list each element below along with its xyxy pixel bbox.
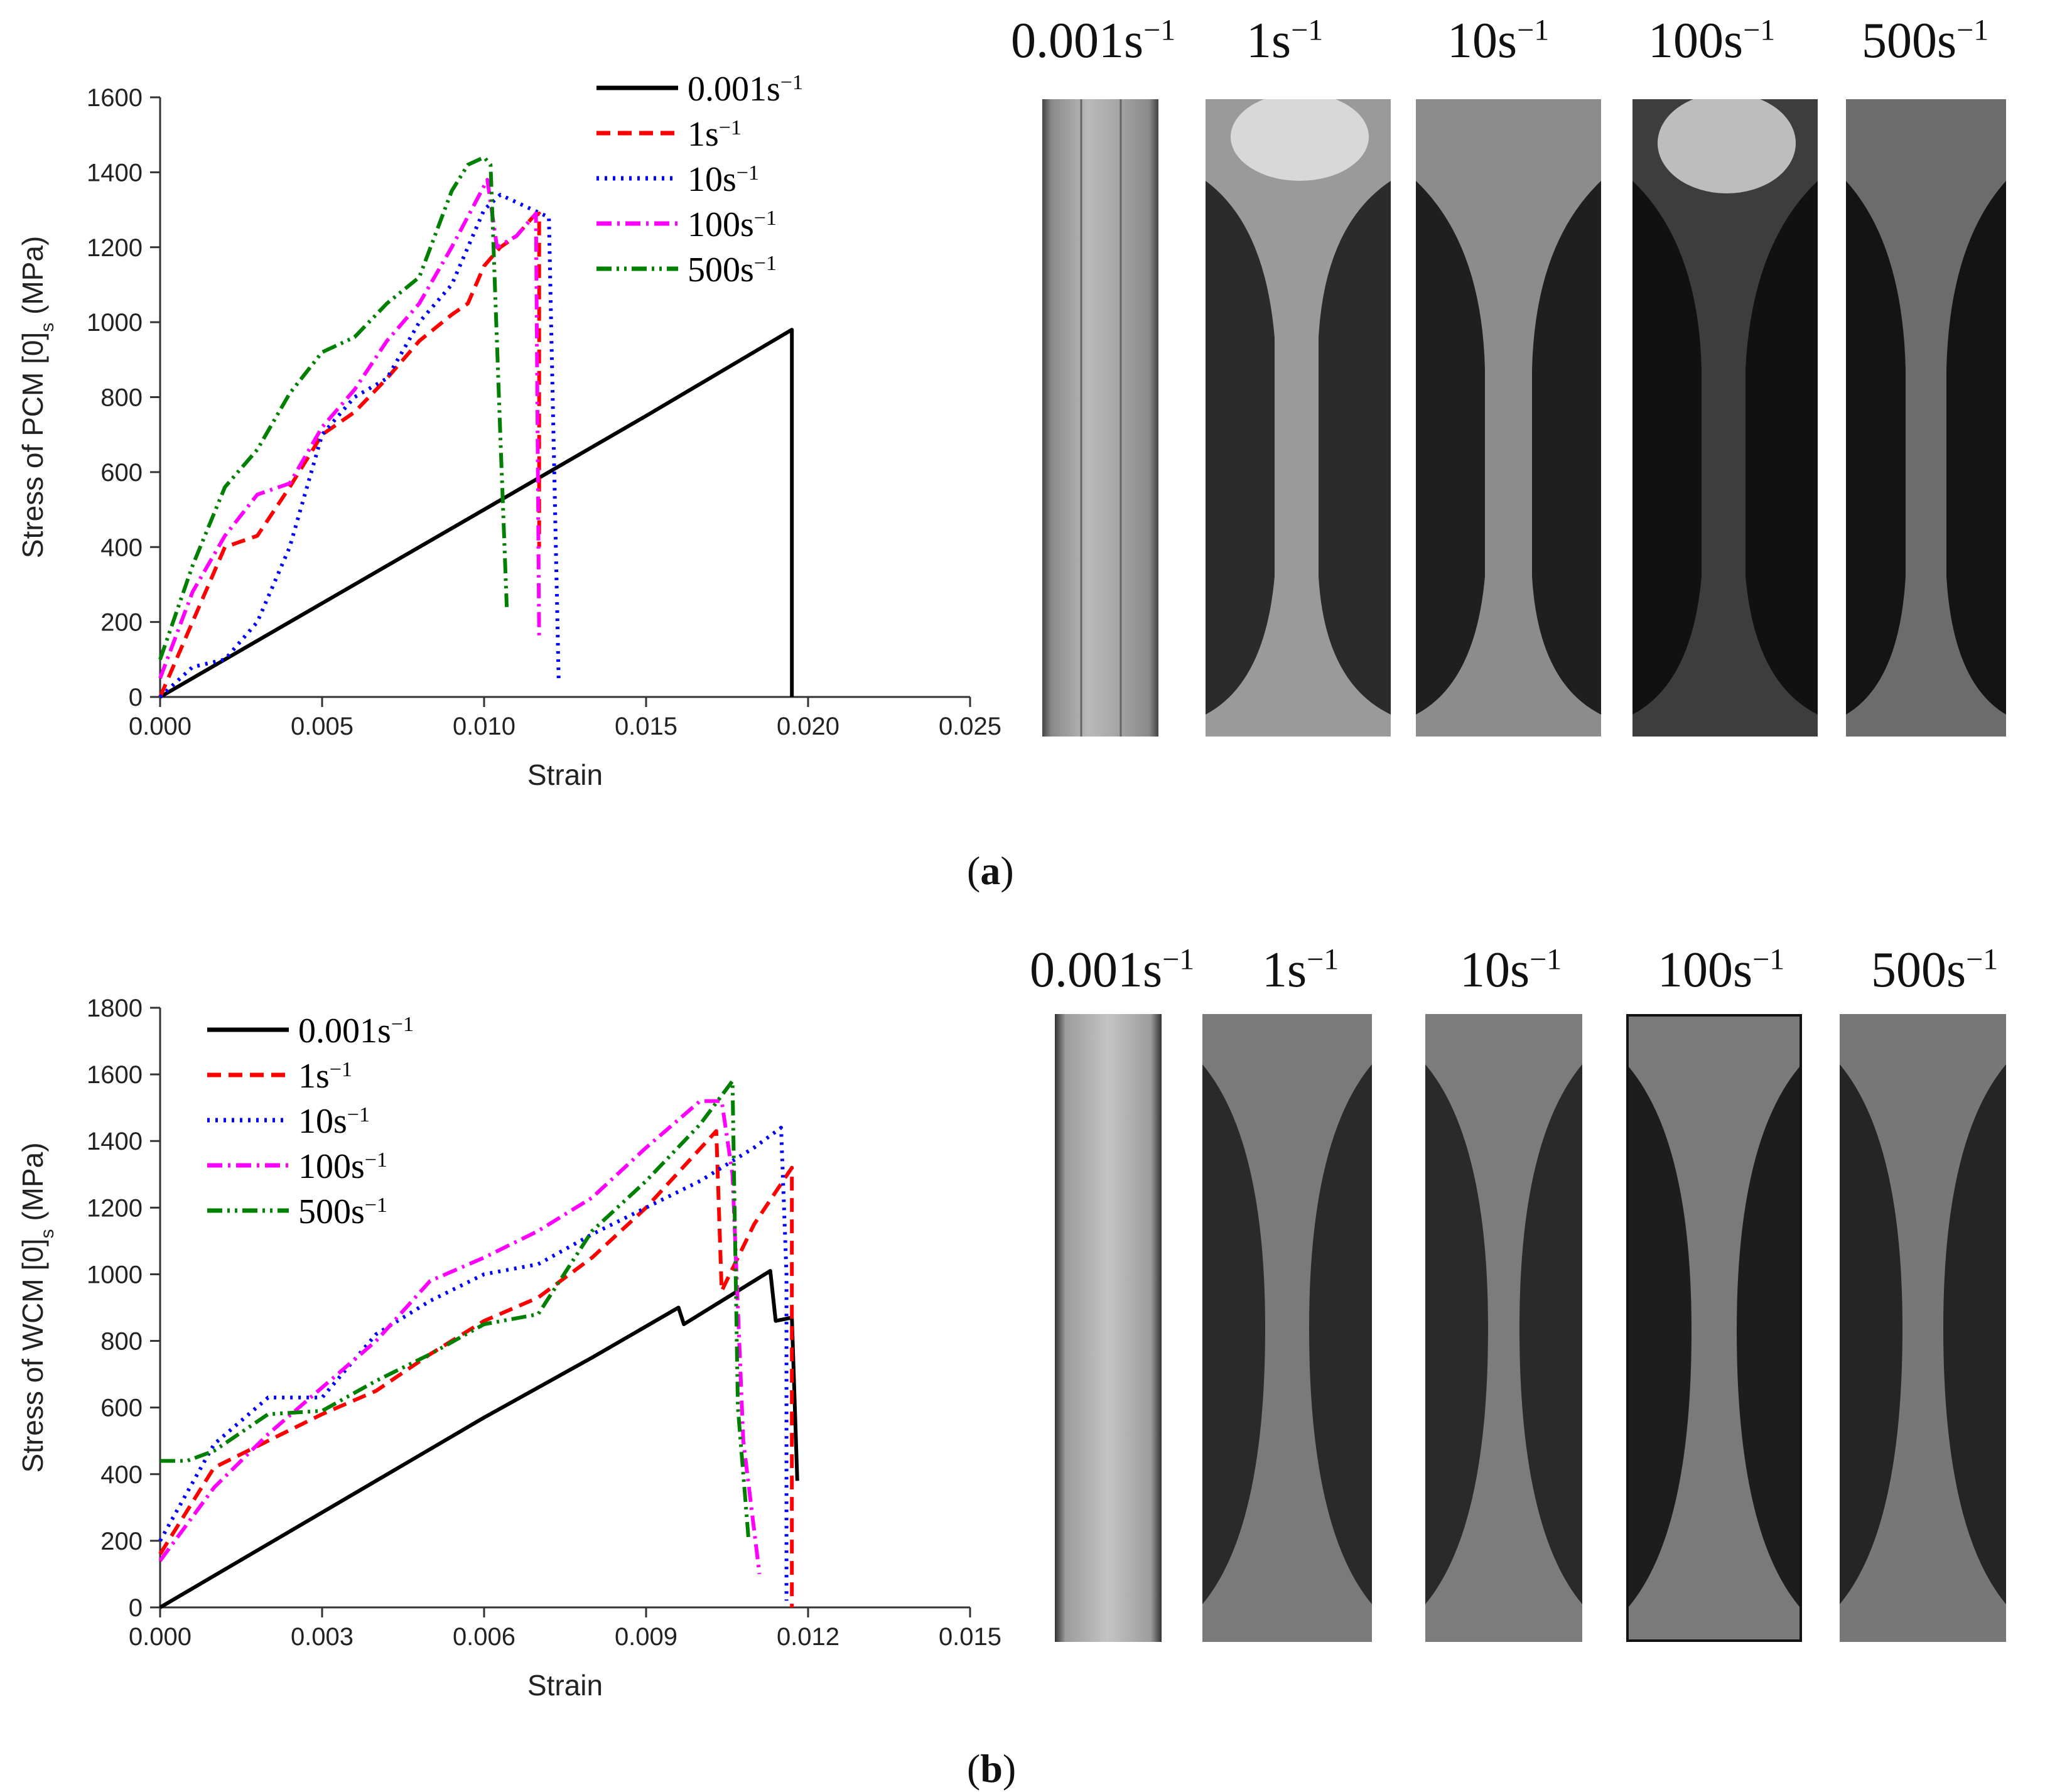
photo-label-b-500: 500s−1 (1871, 942, 1999, 998)
caption-a: (a) (967, 848, 1014, 893)
series-line-4 (160, 1079, 751, 1541)
y-axis-label-unit: (MPa) (16, 1142, 49, 1229)
y-tick-label: 200 (100, 1528, 143, 1555)
series-line-1 (158, 212, 541, 698)
specimen-photo-b-500 (1840, 1014, 2006, 1642)
x-tick-label: 0.020 (777, 713, 839, 740)
x-tick-label: 0.025 (939, 713, 1001, 740)
legend-label-3: 100s−1 (688, 205, 777, 244)
x-tick-label: 0.003 (291, 1623, 353, 1651)
photo-label-b-10: 10s−1 (1460, 942, 1562, 998)
x-tick-label: 0.006 (453, 1623, 515, 1651)
series-line-1 (158, 1129, 794, 1607)
y-axis-label: Stress of PCM [0]s (MPa) (16, 236, 58, 558)
photo-label-a-100: 100s−1 (1648, 13, 1776, 68)
legend-label-0: 0.001s−1 (688, 70, 803, 109)
x-tick-label: 0.005 (291, 713, 353, 740)
specimen-photo-a-500 (1846, 99, 2006, 737)
legend-label-2: 10s−1 (298, 1102, 370, 1141)
x-axis-label: Strain (527, 758, 603, 791)
x-tick-label: 0.000 (129, 1623, 192, 1651)
y-tick-label: 400 (100, 534, 143, 561)
y-tick-label: 1400 (87, 159, 143, 186)
x-axis-label: Strain (527, 1669, 603, 1702)
y-tick-label: 1200 (87, 234, 143, 262)
y-tick-label: 800 (100, 384, 143, 412)
photo-label-a-1: 1s−1 (1246, 13, 1324, 68)
x-tick-label: 0.010 (453, 713, 515, 740)
y-axis-label: Stress of WCM [0]s (MPa) (16, 1142, 58, 1472)
photo-label-a-500: 500s−1 (1862, 13, 1989, 68)
y-axis-label-main: Stress of WCM [0] (16, 1238, 49, 1472)
x-tick-label: 0.015 (615, 713, 677, 740)
legend-label-3: 100s−1 (298, 1147, 387, 1186)
series-line-3 (158, 1099, 762, 1575)
specimen-photo-a-1 (1206, 99, 1391, 737)
y-axis-label-sub: s (37, 1229, 58, 1238)
caption-b: (b) (967, 1746, 1017, 1791)
y-tick-label: 200 (100, 609, 143, 637)
y-tick-label: 1600 (87, 84, 143, 112)
specimen-photo-b-0001 (1055, 1014, 1162, 1642)
photo-label-a-10: 10s−1 (1447, 13, 1550, 68)
specimen-photo-b-10 (1425, 1014, 1582, 1642)
legend-label-0: 0.001s−1 (298, 1012, 414, 1050)
x-tick-label: 0.015 (939, 1623, 1001, 1651)
series-line-3 (158, 178, 541, 679)
photo-label-b-100: 100s−1 (1658, 942, 1785, 998)
specimen-photo-a-10 (1416, 99, 1601, 737)
y-tick-label: 600 (100, 1395, 143, 1422)
y-axis-label-main: Stress of PCM [0] (16, 332, 49, 558)
y-tick-label: 1200 (87, 1194, 143, 1222)
specimen-photo-b-1 (1202, 1014, 1372, 1642)
y-axis-label-unit: (MPa) (16, 236, 49, 323)
photo-label-b-0001: 0.001s−1 (1030, 942, 1195, 998)
legend-label-4: 500s−1 (688, 251, 777, 289)
series-line-4 (158, 155, 509, 661)
series-line-2 (158, 193, 561, 699)
y-tick-label: 1000 (87, 1261, 143, 1288)
x-tick-label: 0.009 (615, 1623, 677, 1651)
y-tick-label: 0 (129, 1594, 143, 1622)
photo-label-b-1: 1s−1 (1262, 942, 1339, 998)
y-tick-label: 0 (129, 684, 143, 711)
chart-a: 0.000 0.005 0.010 0.015 0.020 0.025 0 200 400 600… (16, 70, 1001, 791)
y-tick-label: 1400 (87, 1128, 143, 1155)
chart-b: 0.000 0.003 0.006 0.009 0.012 0.015 0 200 400 600… (16, 995, 1001, 1702)
y-tick-label: 600 (100, 459, 143, 487)
photo-label-a-0001: 0.001s−1 (1011, 13, 1176, 68)
x-tick-label: 0.000 (129, 713, 192, 740)
y-tick-label: 400 (100, 1461, 143, 1489)
legend-label-4: 500s−1 (298, 1192, 387, 1231)
y-tick-label: 800 (100, 1328, 143, 1356)
specimen-photo-a-0001 (1042, 99, 1158, 737)
series-line-0 (159, 1269, 799, 1609)
legend-label-1: 1s−1 (298, 1057, 352, 1096)
series-line-2 (158, 1126, 789, 1601)
x-tick-label: 0.012 (777, 1623, 839, 1651)
series-line-0 (159, 328, 794, 699)
y-tick-label: 1800 (87, 995, 143, 1022)
specimen-photo-a-100 (1632, 99, 1818, 737)
y-tick-label: 1600 (87, 1061, 143, 1089)
y-tick-label: 1000 (87, 309, 143, 337)
legend-label-1: 1s−1 (688, 115, 742, 154)
y-axis-label-sub: s (37, 323, 58, 332)
specimen-photo-b-100 (1626, 1014, 1802, 1642)
legend-label-2: 10s−1 (688, 160, 759, 199)
